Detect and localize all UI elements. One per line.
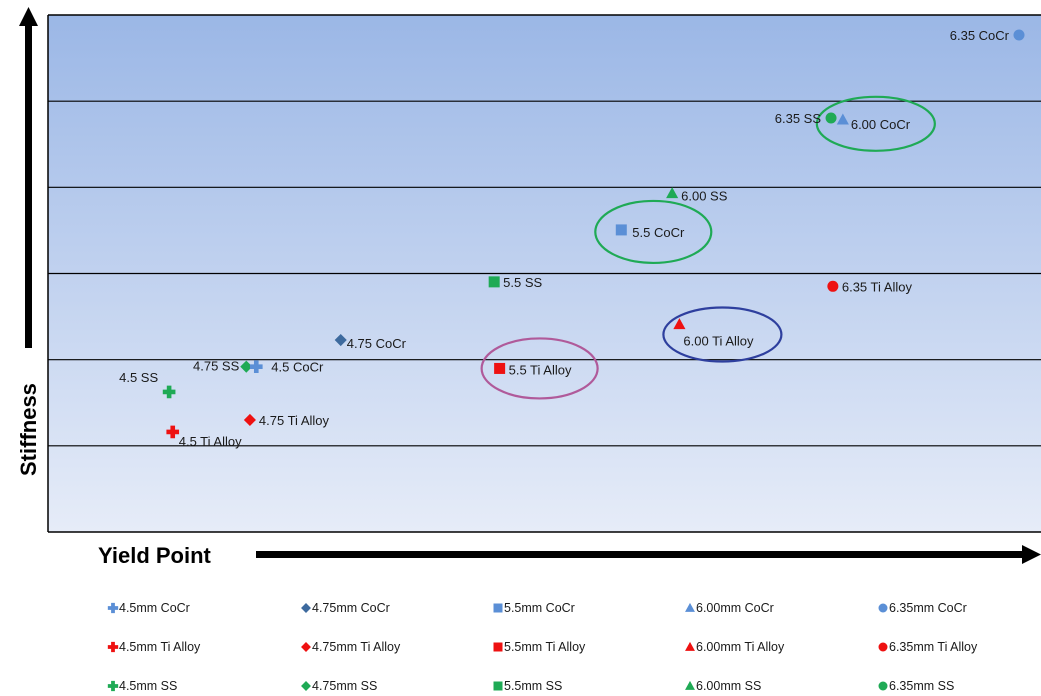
legend-item: 4.75mm SS: [301, 679, 377, 693]
legend: 4.5mm CoCr 4.75mm CoCr 5.5mm CoCr 6.00mm Co…: [108, 601, 978, 693]
legend-label: 6.00mm SS: [696, 679, 761, 693]
legend-label: 6.00mm Ti Alloy: [696, 640, 785, 654]
legend-item: 4.75mm Ti Alloy: [301, 640, 401, 654]
x-axis-title: Yield Point: [98, 543, 212, 568]
legend-marker: [879, 682, 888, 691]
data-point: [827, 281, 838, 292]
data-point: [616, 224, 627, 235]
legend-item: 6.00mm Ti Alloy: [685, 640, 785, 654]
legend-item: 5.5mm CoCr: [494, 601, 575, 615]
data-label: 5.5 Ti Alloy: [509, 362, 572, 377]
legend-item: 4.5mm SS: [108, 679, 178, 693]
legend-marker: [879, 604, 888, 613]
legend-marker: [301, 681, 311, 691]
data-label: 4.75 Ti Alloy: [259, 413, 330, 428]
legend-item: 5.5mm SS: [494, 679, 563, 693]
data-point: [494, 363, 505, 374]
data-label: 6.35 Ti Alloy: [842, 279, 913, 294]
data-label: 4.5 Ti Alloy: [179, 434, 242, 449]
legend-item: 6.00mm CoCr: [685, 601, 774, 615]
legend-label: 4.75mm SS: [312, 679, 377, 693]
legend-marker: [494, 682, 503, 691]
data-label: 6.35 CoCr: [950, 28, 1010, 43]
data-point: [489, 276, 500, 287]
legend-marker: [685, 642, 695, 651]
data-label: 6.00 CoCr: [851, 117, 911, 132]
legend-marker: [301, 642, 311, 652]
legend-item: 5.5mm Ti Alloy: [494, 640, 587, 654]
legend-marker: [879, 643, 888, 652]
legend-item: 6.35mm CoCr: [879, 601, 967, 615]
legend-label: 6.35mm CoCr: [889, 601, 967, 615]
legend-item: 4.5mm Ti Alloy: [108, 640, 201, 654]
data-label: 6.00 Ti Alloy: [683, 333, 754, 348]
legend-marker: [108, 642, 118, 652]
legend-label: 5.5mm SS: [504, 679, 562, 693]
data-label: 6.00 SS: [681, 189, 728, 204]
data-label: 5.5 CoCr: [632, 225, 685, 240]
data-label: 4.75 SS: [193, 359, 240, 374]
legend-label: 5.5mm CoCr: [504, 601, 575, 615]
legend-item: 6.00mm SS: [685, 679, 761, 693]
data-label: 4.5 CoCr: [271, 360, 324, 375]
data-label: 4.75 CoCr: [347, 336, 407, 351]
legend-marker: [108, 603, 118, 613]
legend-marker: [685, 681, 695, 690]
legend-marker: [494, 604, 503, 613]
legend-item: 6.35mm Ti Alloy: [879, 640, 978, 654]
legend-marker: [301, 603, 311, 613]
y-axis-arrow: [19, 7, 38, 348]
legend-marker: [494, 643, 503, 652]
legend-label: 4.75mm CoCr: [312, 601, 390, 615]
legend-marker: [108, 681, 118, 691]
data-label: 5.5 SS: [503, 275, 542, 290]
data-label: 6.35 SS: [775, 111, 822, 126]
legend-item: 4.75mm CoCr: [301, 601, 390, 615]
data-point: [1014, 30, 1025, 41]
legend-marker: [685, 603, 695, 612]
legend-label: 6.35mm Ti Alloy: [889, 640, 978, 654]
legend-label: 6.00mm CoCr: [696, 601, 774, 615]
legend-label: 4.5mm Ti Alloy: [119, 640, 201, 654]
legend-item: 4.5mm CoCr: [108, 601, 190, 615]
legend-label: 6.35mm SS: [889, 679, 954, 693]
legend-item: 6.35mm SS: [879, 679, 955, 693]
legend-label: 4.5mm SS: [119, 679, 177, 693]
data-point: [826, 113, 837, 124]
legend-label: 5.5mm Ti Alloy: [504, 640, 586, 654]
y-axis-title: Stiffness: [16, 383, 41, 476]
data-label: 4.5 SS: [119, 370, 158, 385]
x-axis-arrow: [256, 545, 1041, 564]
legend-label: 4.75mm Ti Alloy: [312, 640, 401, 654]
legend-label: 4.5mm CoCr: [119, 601, 190, 615]
